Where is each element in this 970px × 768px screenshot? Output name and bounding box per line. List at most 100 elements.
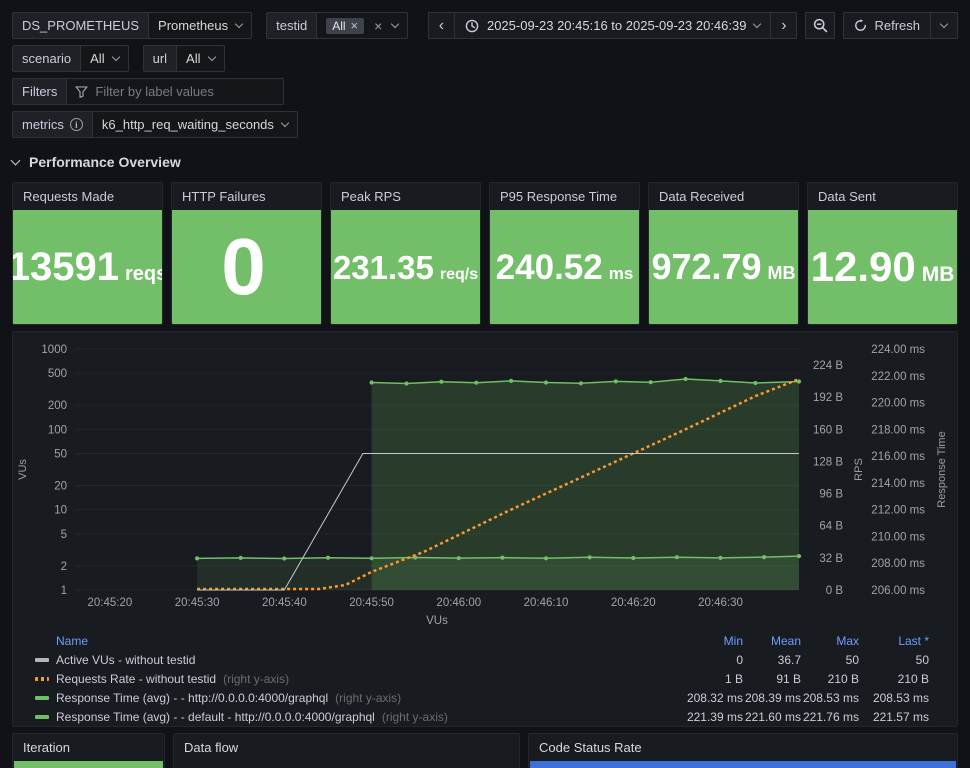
svg-text:208.00 ms: 208.00 ms	[871, 558, 925, 570]
svg-text:216.00 ms: 216.00 ms	[871, 451, 925, 463]
series-max: 210 B	[827, 671, 859, 686]
svg-text:20:46:20: 20:46:20	[611, 597, 656, 609]
time-range-picker-button[interactable]: 2025-09-23 20:45:16 to 2025-09-23 20:46:…	[454, 12, 771, 39]
toolbar-row-1: DS_PROMETHEUS Prometheus testid All × × …	[12, 12, 958, 39]
filter-by-label-input[interactable]	[95, 84, 276, 99]
svg-text:20:46:30: 20:46:30	[698, 597, 743, 609]
series-last: 210 B	[897, 671, 929, 686]
panel-title: Data flow	[184, 740, 239, 755]
time-shift-forward-button[interactable]: ›	[770, 12, 798, 39]
series-max: 50	[845, 652, 859, 667]
svg-text:160 B: 160 B	[813, 424, 843, 436]
series-name: Active VUs - without testid	[56, 652, 196, 667]
legend-col-max[interactable]: Max	[836, 633, 859, 648]
svg-text:96 B: 96 B	[819, 489, 843, 501]
stat-title: Data Sent	[818, 189, 876, 204]
legend-row-response-time-http: Response Time (avg) - - http://0.0.0.0:4…	[35, 688, 929, 707]
clear-selection-icon[interactable]: ×	[374, 17, 383, 34]
testid-chip[interactable]: All ×	[326, 17, 365, 34]
svg-text:20:45:20: 20:45:20	[88, 597, 133, 609]
stat-title: Peak RPS	[341, 189, 401, 204]
svg-text:2: 2	[61, 561, 67, 573]
stat-value: 0	[221, 222, 266, 311]
legend-col-mean[interactable]: Mean	[770, 633, 801, 648]
refresh-button[interactable]: Refresh	[843, 12, 958, 39]
stat-value: 13591	[12, 245, 119, 289]
iteration-panel: Iteration	[12, 733, 165, 768]
stat-value: 240.52	[495, 247, 603, 287]
svg-text:224 B: 224 B	[813, 360, 843, 372]
chevron-down-icon	[391, 19, 400, 29]
stat-panel-p95-response-time: P95 Response Time 240.52 ms	[489, 182, 640, 325]
stat-unit: ms	[608, 263, 634, 283]
funnel-icon	[75, 85, 89, 98]
metrics-label: metrics i	[12, 111, 92, 138]
svg-text:20:46:00: 20:46:00	[436, 597, 481, 609]
stat-unit: reqs	[125, 263, 162, 285]
datasource-select[interactable]: Prometheus	[148, 12, 253, 39]
section-title: Performance Overview	[29, 154, 181, 170]
stat-unit: req/s	[439, 265, 479, 283]
legend-row-response-time-default: Response Time (avg) - - default - http:/…	[35, 707, 929, 726]
series-mean: 91 B	[776, 671, 801, 686]
series-mean: 221.60 ms	[744, 709, 801, 724]
datasource-label: DS_PROMETHEUS	[12, 12, 149, 39]
url-select[interactable]: All	[176, 45, 225, 72]
svg-text:20:45:30: 20:45:30	[175, 597, 220, 609]
testid-variable: testid All × ×	[266, 12, 409, 39]
stat-value: 972.79	[651, 246, 762, 287]
time-range-text: 2025-09-23 20:45:16 to 2025-09-23 20:46:…	[486, 18, 747, 33]
chevron-down-icon	[207, 52, 216, 62]
legend-col-name[interactable]: Name	[56, 633, 89, 648]
svg-text:20:45:50: 20:45:50	[349, 597, 394, 609]
metrics-select[interactable]: k6_http_req_waiting_seconds	[91, 111, 298, 138]
remove-chip-icon[interactable]: ×	[350, 18, 359, 33]
svg-text:VUs: VUs	[17, 459, 29, 480]
zoom-out-time-button[interactable]	[805, 12, 836, 39]
time-shift-back-button[interactable]: ‹	[427, 12, 455, 39]
stat-body: 13591 reqs	[13, 210, 162, 324]
refresh-label: Refresh	[874, 18, 920, 33]
legend-col-min[interactable]: Min	[723, 633, 743, 648]
svg-text:VUs: VUs	[426, 615, 448, 627]
toolbar-row-2: scenario All url All	[12, 45, 958, 72]
svg-text:0 B: 0 B	[826, 585, 844, 597]
svg-text:224.00 ms: 224.00 ms	[871, 344, 925, 356]
time-controls: ‹ 2025-09-23 20:45:16 to 2025-09-23 20:4…	[427, 12, 958, 39]
series-color-icon	[35, 657, 49, 662]
series-color-icon	[35, 676, 49, 681]
series-min: 1 B	[724, 671, 743, 686]
panel-title: Iteration	[23, 740, 70, 755]
testid-select[interactable]: All × ×	[316, 12, 409, 39]
datasource-variable: DS_PROMETHEUS Prometheus	[12, 12, 253, 39]
svg-text:64 B: 64 B	[819, 521, 843, 533]
chart-legend: Name Min Mean Max Last * Active VUs - wi…	[13, 629, 957, 726]
stat-panel-requests-made: Requests Made 13591 reqs	[12, 182, 163, 325]
legend-col-last[interactable]: Last *	[898, 633, 929, 648]
series-last: 221.57 ms	[872, 709, 929, 724]
series-color-icon	[35, 714, 49, 719]
svg-text:128 B: 128 B	[813, 456, 843, 468]
metrics-variable: metrics i k6_http_req_waiting_seconds	[12, 111, 298, 138]
section-performance-overview[interactable]: Performance Overview	[10, 152, 958, 172]
svg-text:RPS: RPS	[853, 458, 865, 481]
timeseries-chart[interactable]: 1000 500 200 100 50 20 10 5 2 1 224 B 192 B 160 B 128…	[13, 337, 957, 629]
series-axis-note: (right y-axis)	[335, 690, 402, 705]
series-axis-note: (right y-axis)	[223, 671, 290, 686]
series-name: Response Time (avg) - - default - http:/…	[56, 709, 375, 724]
magnifier-minus-icon	[813, 18, 828, 33]
stat-body: 231.35 req/s	[331, 210, 480, 324]
chevron-down-icon	[280, 118, 290, 128]
svg-text:220.00 ms: 220.00 ms	[871, 398, 925, 410]
series-name: Response Time (avg) - - http://0.0.0.0:4…	[56, 690, 329, 705]
url-label: url	[142, 45, 177, 72]
svg-text:200: 200	[48, 400, 67, 412]
info-icon[interactable]: i	[69, 118, 83, 131]
url-value: All	[186, 51, 201, 66]
stat-unit: MB	[767, 263, 796, 283]
scenario-select[interactable]: All	[80, 45, 129, 72]
series-max: 221.76 ms	[802, 709, 859, 724]
testid-label: testid	[266, 12, 317, 39]
svg-text:1000: 1000	[41, 344, 67, 356]
panel-title: Code Status Rate	[539, 740, 642, 755]
